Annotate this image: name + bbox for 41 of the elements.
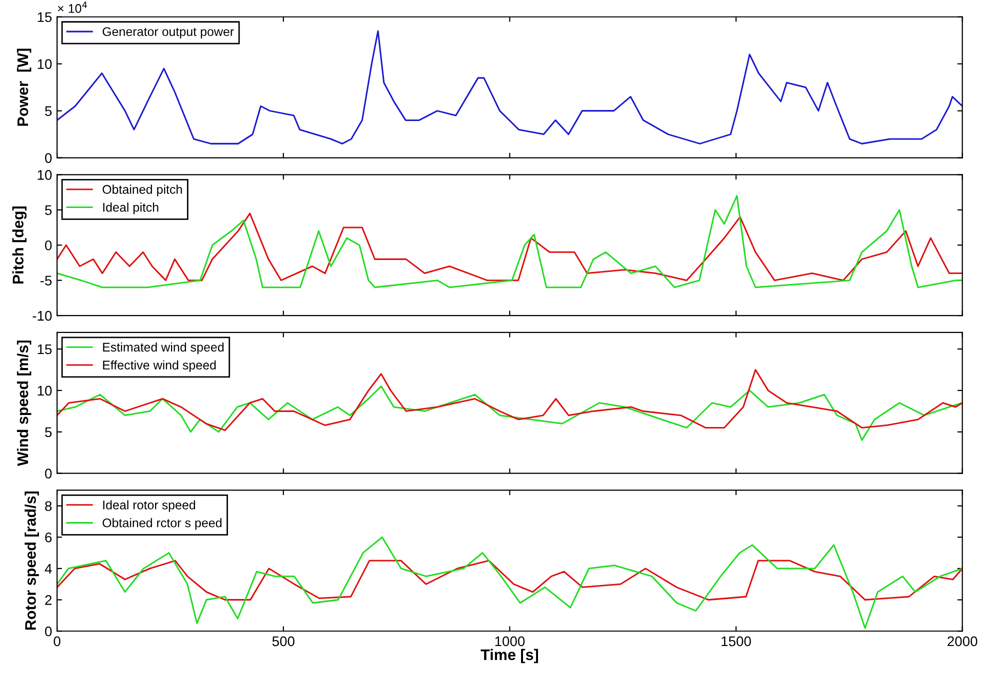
y-axis-title: Rotor speed [rad/s] — [24, 491, 39, 630]
y-tick-label: 5 — [45, 106, 52, 116]
legend-label: Obtained pitch — [102, 184, 182, 196]
y-tick-label: 10 — [38, 170, 52, 180]
y-tick-label: 0 — [45, 153, 52, 163]
legend-label: Ideal rotor speed — [103, 500, 196, 512]
x-tick-label: 1000 — [495, 636, 525, 646]
legend-label: Ideal pitch — [103, 202, 158, 214]
y-tick-label: 0 — [45, 626, 52, 636]
y-tick-label: 6 — [45, 532, 52, 542]
y-axis-title: Power [W] — [16, 48, 32, 126]
legend-label: Estimated wind speed — [103, 342, 224, 354]
legend-label: Effective wind speed — [103, 360, 216, 372]
y-tick-label: 8 — [45, 501, 52, 512]
y-tick-label: 5 — [45, 205, 52, 216]
line-series — [57, 536, 962, 629]
legend-label: Generator output power — [102, 27, 234, 39]
y-tick-label: -5 — [40, 276, 52, 286]
x-tick-label: 1500 — [722, 636, 751, 646]
x-tick-label: 500 — [272, 636, 294, 646]
x-tick-label: 2000 — [948, 636, 978, 646]
y-tick-label: 15 — [38, 344, 52, 354]
y-tick-label: 5 — [45, 427, 52, 438]
y-tick-label: 0 — [45, 468, 52, 479]
y-axis-title: Wind speed [m/s] — [16, 340, 32, 466]
x-tick-label: 0 — [54, 636, 60, 646]
y-tick-label: 2 — [45, 595, 52, 605]
legend-label: Obtained rctor s peed — [102, 518, 222, 530]
text: × 10$^{4}$ — [58, 2, 87, 13]
line-series — [57, 195, 962, 288]
line-series — [57, 212, 962, 282]
y-tick-label: 10 — [38, 386, 52, 396]
y-tick-label: -10 — [32, 310, 52, 321]
line-series — [57, 386, 962, 441]
y-tick-label: 15 — [38, 12, 52, 22]
y-axis-title: Pitch [deg] — [12, 206, 27, 284]
x-axis-title: Time [s] — [480, 648, 538, 664]
line-series — [57, 560, 962, 601]
y-tick-label: 10 — [38, 59, 52, 70]
y-tick-label: 4 — [44, 564, 52, 574]
y-tick-label: 0 — [45, 240, 52, 250]
